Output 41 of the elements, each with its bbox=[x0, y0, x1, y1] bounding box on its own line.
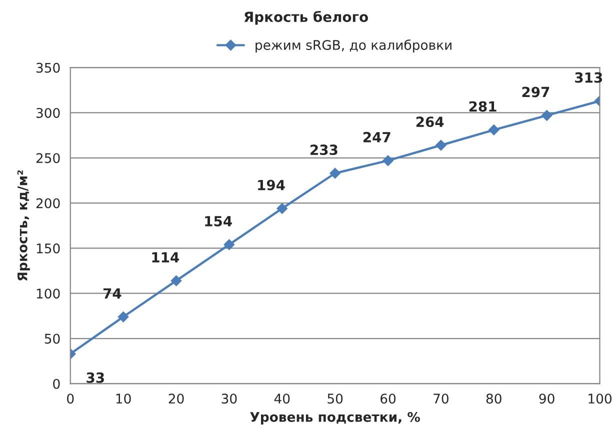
x-tick-label: 20 bbox=[168, 394, 184, 404]
y-tick-label: 300 bbox=[36, 108, 60, 118]
x-tick-label: 70 bbox=[434, 394, 448, 404]
data-label: 154 bbox=[205, 216, 232, 226]
x-tick-label: 60 bbox=[380, 394, 396, 404]
point bbox=[488, 124, 500, 136]
point bbox=[170, 275, 182, 286]
y-tick-label: 50 bbox=[44, 334, 60, 344]
point bbox=[276, 203, 288, 214]
x-axis-title: Уровень подсветки, % bbox=[250, 412, 420, 424]
y-tick-label: 350 bbox=[36, 62, 60, 73]
data-label: 114 bbox=[152, 252, 180, 262]
y-tick-label: 200 bbox=[36, 198, 60, 208]
x-tick-label: 50 bbox=[328, 394, 343, 404]
data-label: 233 bbox=[310, 144, 338, 156]
x-tick-label: 10 bbox=[116, 394, 131, 404]
point bbox=[330, 168, 340, 179]
data-label: 264 bbox=[416, 116, 444, 128]
data-label: 281 bbox=[469, 101, 496, 112]
y-axis-title: Яркость, кд/м² bbox=[17, 170, 30, 281]
x-tick-label: 30 bbox=[222, 394, 237, 404]
x-tick-label: 80 bbox=[486, 394, 502, 404]
y-tick-label: 150 bbox=[36, 243, 60, 254]
x-tick-label: 90 bbox=[539, 394, 554, 404]
x-tick-label: 100 bbox=[588, 394, 612, 404]
data-label: 247 bbox=[364, 132, 390, 142]
y-tick-label: 100 bbox=[36, 288, 60, 299]
x-tick-label: 0 bbox=[67, 394, 74, 404]
data-label: 297 bbox=[522, 86, 550, 98]
point bbox=[118, 311, 129, 322]
legend-label: режим sRGB, до калибровки bbox=[256, 40, 452, 53]
data-label: 33 bbox=[86, 372, 104, 383]
point bbox=[382, 155, 394, 166]
point bbox=[541, 110, 552, 121]
y-tick-label: 250 bbox=[36, 153, 60, 164]
point bbox=[224, 239, 235, 250]
chart-title: Яркость белого bbox=[244, 10, 368, 25]
data-label: 194 bbox=[258, 180, 285, 190]
x-tick-label: 40 bbox=[274, 394, 290, 404]
point bbox=[436, 140, 446, 151]
y-tick-label: 0 bbox=[53, 378, 60, 389]
